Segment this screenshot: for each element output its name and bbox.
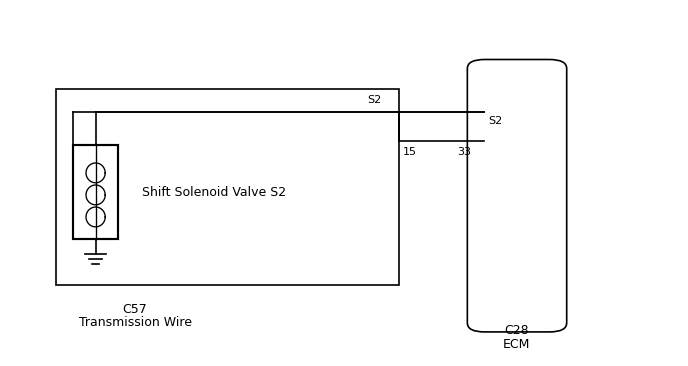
Text: ECM: ECM	[503, 338, 530, 351]
Text: S2: S2	[488, 116, 502, 126]
Text: Transmission Wire: Transmission Wire	[78, 316, 191, 329]
Text: 33: 33	[457, 147, 471, 157]
Text: C28: C28	[504, 324, 529, 337]
Text: 15: 15	[403, 147, 417, 157]
Text: Shift Solenoid Valve S2: Shift Solenoid Valve S2	[142, 186, 286, 199]
Bar	[56, 89, 399, 285]
Bar	[74, 145, 118, 239]
Text: C57: C57	[122, 303, 147, 315]
Text: S2: S2	[367, 95, 382, 105]
